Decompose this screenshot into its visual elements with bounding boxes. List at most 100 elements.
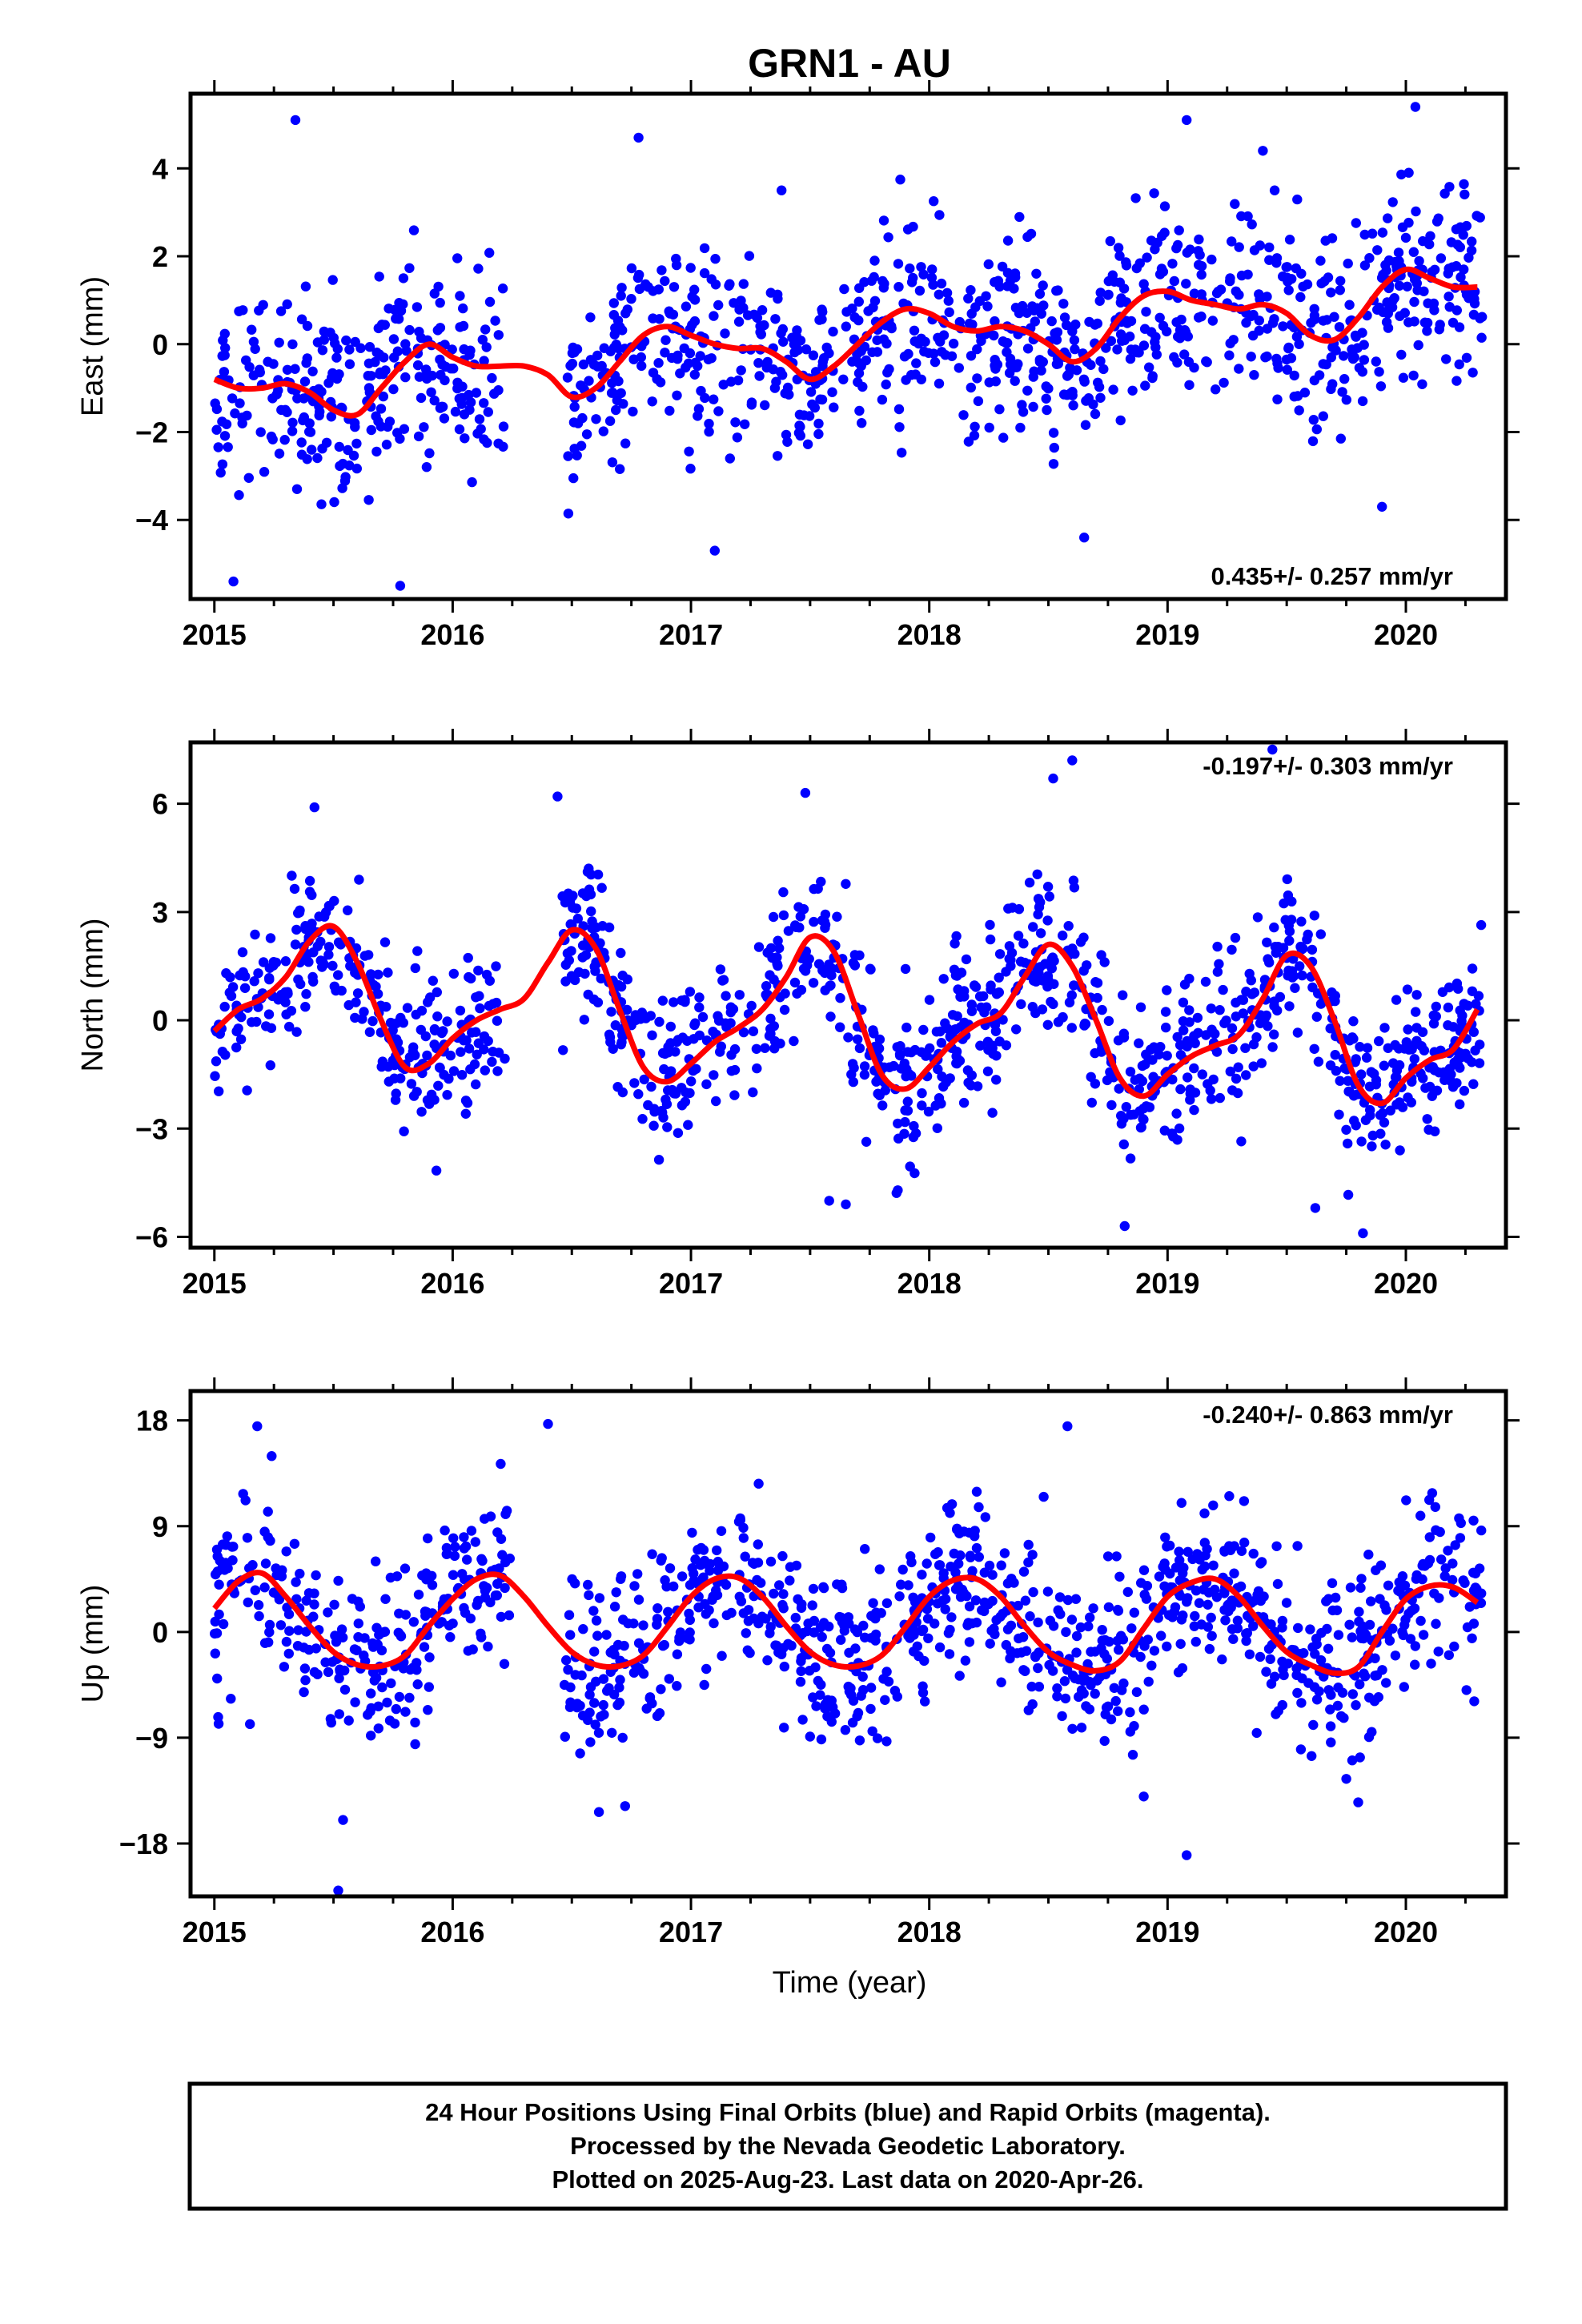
east-point bbox=[1042, 404, 1052, 416]
east-point bbox=[738, 303, 749, 313]
north-point bbox=[1014, 904, 1025, 915]
north-point bbox=[1443, 982, 1455, 993]
east-point bbox=[569, 347, 580, 358]
east-x-tick-label: 2017 bbox=[659, 618, 723, 651]
north-point bbox=[683, 1120, 693, 1130]
east-point bbox=[966, 285, 976, 296]
east-point bbox=[869, 255, 880, 266]
east-point bbox=[421, 462, 432, 472]
up-point bbox=[717, 1651, 727, 1661]
up-point bbox=[1139, 1641, 1150, 1651]
up-point bbox=[818, 1582, 829, 1593]
east-point bbox=[340, 472, 351, 482]
up-point bbox=[413, 1590, 424, 1600]
up-point bbox=[779, 1723, 789, 1733]
east-point bbox=[1296, 268, 1307, 279]
east-point bbox=[709, 311, 719, 321]
north-point bbox=[729, 1090, 740, 1100]
east-point bbox=[1105, 235, 1116, 247]
east-point bbox=[1090, 408, 1101, 420]
east-point bbox=[1028, 372, 1039, 382]
east-point bbox=[853, 315, 864, 326]
up-point bbox=[1187, 1554, 1198, 1565]
up-point bbox=[1255, 1651, 1266, 1663]
north-point bbox=[663, 1085, 673, 1096]
east-point bbox=[304, 418, 315, 428]
north-point bbox=[1270, 942, 1281, 952]
east-point bbox=[881, 379, 891, 390]
north-point bbox=[657, 1108, 668, 1118]
north-outlier-point bbox=[800, 787, 811, 798]
east-point bbox=[1286, 353, 1297, 364]
up-x-tick-label: 2015 bbox=[183, 1916, 247, 1948]
up-point bbox=[926, 1532, 936, 1543]
east-point bbox=[263, 356, 273, 367]
up-point bbox=[350, 1697, 360, 1707]
north-point bbox=[379, 937, 391, 947]
east-point bbox=[857, 381, 868, 392]
east-point bbox=[1319, 276, 1330, 287]
up-point bbox=[331, 1637, 342, 1647]
up-point bbox=[1175, 1638, 1186, 1649]
up-point bbox=[1208, 1500, 1219, 1511]
east-point bbox=[296, 437, 307, 448]
up-point bbox=[1419, 1561, 1430, 1571]
north-point bbox=[1334, 1109, 1344, 1120]
north-point bbox=[364, 1027, 375, 1038]
north-point bbox=[1476, 919, 1487, 931]
north-point bbox=[1455, 1099, 1465, 1110]
north-point bbox=[406, 1079, 417, 1089]
east-point bbox=[622, 304, 632, 315]
up-point bbox=[408, 1663, 419, 1673]
east-point bbox=[817, 307, 828, 317]
up-point bbox=[1434, 1593, 1444, 1603]
east-point bbox=[1167, 259, 1178, 269]
north-point bbox=[1456, 1051, 1467, 1063]
east-point bbox=[455, 322, 465, 332]
east-point bbox=[1169, 275, 1180, 287]
east-point bbox=[479, 398, 489, 408]
east-point bbox=[426, 387, 436, 397]
east-point bbox=[1121, 316, 1131, 326]
up-point bbox=[1066, 1614, 1078, 1625]
north-point bbox=[402, 1003, 413, 1013]
north-point bbox=[1032, 869, 1042, 880]
east-point bbox=[300, 281, 311, 292]
east-point bbox=[350, 336, 360, 348]
east-point bbox=[388, 334, 400, 344]
up-point bbox=[753, 1539, 763, 1550]
north-point bbox=[236, 1011, 247, 1023]
north-point bbox=[1019, 957, 1030, 968]
east-point bbox=[1142, 252, 1152, 263]
north-point bbox=[1231, 1011, 1242, 1022]
north-point bbox=[854, 950, 865, 961]
up-point bbox=[809, 1615, 820, 1626]
north-point bbox=[383, 1076, 394, 1087]
up-point bbox=[962, 1620, 973, 1630]
east-point bbox=[429, 288, 440, 299]
north-point bbox=[718, 975, 729, 985]
north-point bbox=[1297, 970, 1307, 981]
east-point bbox=[1403, 317, 1414, 328]
north-point bbox=[460, 1096, 472, 1106]
north-point bbox=[715, 1047, 725, 1057]
up-point bbox=[684, 1608, 694, 1619]
east-point bbox=[963, 436, 974, 447]
up-point bbox=[1138, 1565, 1150, 1575]
up-point bbox=[591, 1615, 602, 1626]
north-point bbox=[1215, 1092, 1226, 1104]
north-point bbox=[649, 1107, 660, 1117]
north-point bbox=[1011, 1024, 1022, 1035]
up-x-tick-label: 2019 bbox=[1135, 1916, 1199, 1948]
east-point bbox=[1375, 381, 1387, 392]
east-point bbox=[1394, 255, 1404, 267]
north-point bbox=[772, 952, 782, 963]
east-point bbox=[704, 418, 714, 429]
east-point bbox=[1393, 247, 1404, 258]
east-point bbox=[1215, 284, 1227, 295]
north-point bbox=[592, 869, 604, 880]
north-point bbox=[1364, 1081, 1375, 1092]
up-point bbox=[1113, 1606, 1124, 1616]
east-point bbox=[609, 329, 620, 340]
up-point bbox=[663, 1606, 673, 1618]
